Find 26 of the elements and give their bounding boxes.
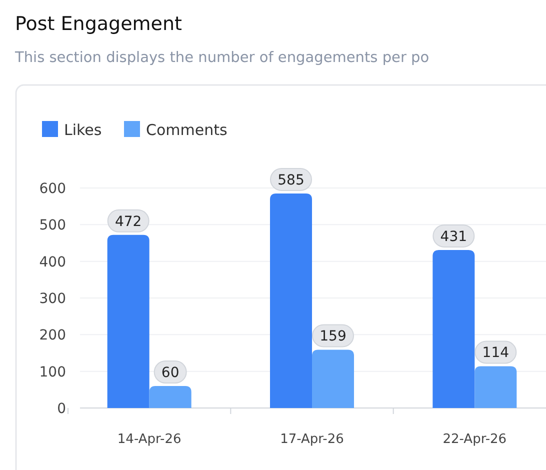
y-tick-label: 500 <box>39 218 66 234</box>
data-label: 60 <box>161 365 180 381</box>
bar <box>312 350 354 408</box>
y-tick-label: 200 <box>39 328 66 344</box>
bar <box>149 386 192 408</box>
y-tick-label: 400 <box>39 254 66 270</box>
x-tick-label: 17-Apr-26 <box>280 432 344 447</box>
y-tick-label: 100 <box>39 364 66 380</box>
data-label: 159 <box>320 328 346 345</box>
x-tick-label: 14-Apr-26 <box>117 432 182 447</box>
chart-subtitle: This section displays the number of engagements per po <box>14 50 430 66</box>
bar <box>270 194 312 408</box>
legend-label: Likes <box>64 121 102 139</box>
legend-label: Comments <box>146 121 228 139</box>
y-tick-label: 300 <box>39 291 66 307</box>
x-tick-label: 22-Apr-26 <box>442 432 507 447</box>
y-tick-label: 0 <box>57 401 66 417</box>
bar <box>107 234 150 408</box>
data-label: 114 <box>482 345 510 362</box>
bar <box>474 366 517 408</box>
y-tick-label: 600 <box>39 181 66 197</box>
data-label: 472 <box>114 214 142 230</box>
chart-title: Post Engagement <box>15 13 182 35</box>
bar <box>432 250 475 408</box>
data-label: 431 <box>440 228 468 245</box>
data-label: 585 <box>278 172 304 188</box>
